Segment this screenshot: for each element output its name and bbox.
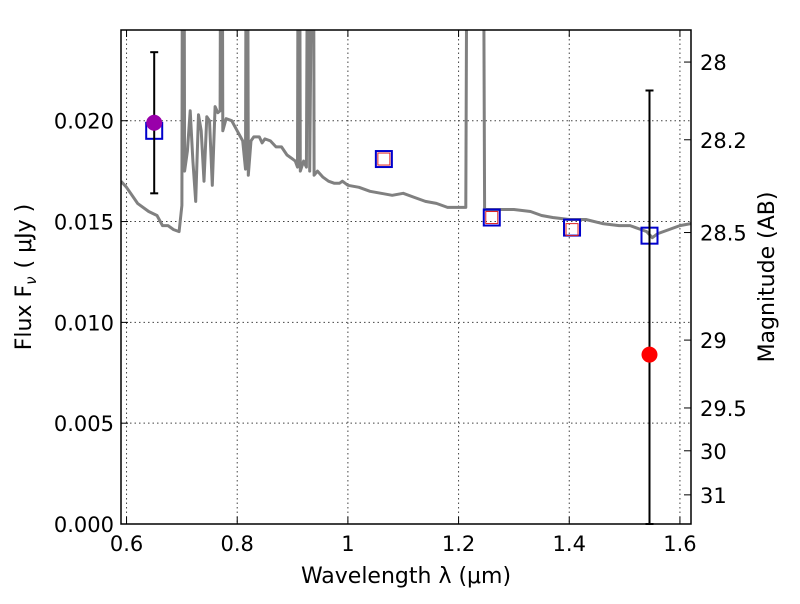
- x-tick-label: 1.6: [663, 532, 696, 556]
- y-tick-label: 0.015: [54, 211, 114, 235]
- model-band-square: [482, 208, 501, 227]
- y-right-tick-label: 29: [700, 329, 727, 353]
- x-axis-title: Wavelength λ (μm): [301, 564, 511, 589]
- plot-background: [121, 30, 691, 524]
- model-band-inner-square: [377, 152, 391, 166]
- marker-layer: [145, 51, 659, 525]
- y-tick-label: 0.000: [54, 513, 114, 537]
- x-tick-label: 1.4: [553, 532, 586, 556]
- y-axis-title-sub: ν: [22, 276, 40, 284]
- observed-point: [641, 346, 658, 363]
- plot-frame: [120, 29, 692, 525]
- x-tick-label: 0.6: [110, 532, 143, 556]
- y-right-tick-label: 28: [700, 51, 727, 75]
- observed-point: [146, 114, 163, 131]
- y-axis-title-unit: ( μJy ): [12, 204, 37, 269]
- y-right-tick-label: 28.5: [700, 222, 747, 246]
- y-axis-right-title: Magnitude (AB): [755, 192, 780, 363]
- model-band-inner-square: [485, 211, 499, 225]
- x-tick-label: 0.8: [221, 532, 254, 556]
- y-tick-label: 0.020: [54, 110, 114, 134]
- y-tick-label: 0.005: [54, 412, 114, 436]
- y-axis-title: Flux Fν ( μJy ): [12, 204, 40, 350]
- y-right-tick-label: 31: [700, 484, 727, 508]
- y-right-tick-label: 29.5: [700, 397, 747, 421]
- y-tick-label: 0.010: [54, 311, 114, 335]
- model-band-inner-square: [565, 223, 579, 237]
- ticks: 0.6 0.8 1 1.2 1.4 1.6 0.000 0.005 0.010 0.015 0.02…: [54, 30, 747, 556]
- x-tick-label: 1.2: [442, 532, 475, 556]
- model-band-square: [374, 150, 393, 169]
- y-axis-title-main: Flux F: [12, 285, 37, 350]
- y-right-tick-label: 30: [700, 440, 727, 464]
- x-tick-label: 1: [341, 532, 354, 556]
- y-right-tick-label: 28.2: [700, 129, 747, 153]
